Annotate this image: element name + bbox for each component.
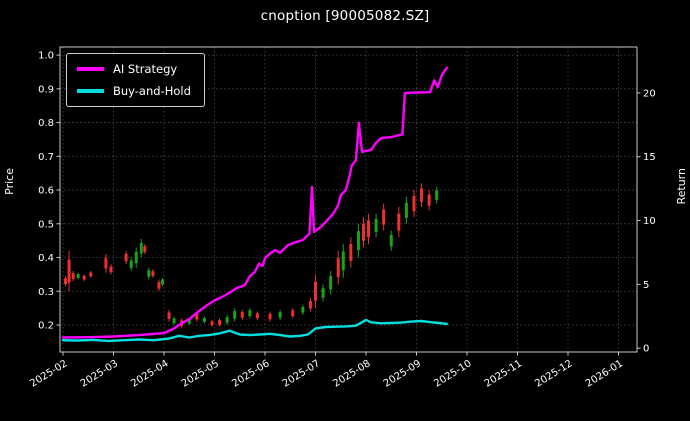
candle-body [167, 312, 171, 320]
candle-body [321, 288, 325, 298]
candle-body [160, 279, 164, 285]
x-tick-label: 2025-11 [483, 358, 524, 389]
x-tick-label: 2026-01 [584, 358, 625, 389]
candle-body [147, 270, 151, 277]
chart-title: cnoption [90005082.SZ] [260, 8, 430, 24]
y-tick-label-left: 0.8 [38, 118, 54, 129]
y-tick-label-right: 5 [643, 280, 649, 291]
candle-body [314, 281, 317, 301]
candle-body [374, 218, 378, 233]
legend-label-buy-and-hold: Buy-and-Hold [113, 84, 191, 98]
candle-body [225, 317, 229, 323]
candle-body [172, 318, 176, 324]
candle-body [76, 274, 80, 278]
plot-border [59, 46, 638, 353]
y-tick-label-right: 15 [643, 152, 656, 163]
series-line-buy-and-hold [61, 318, 448, 343]
candle-body [268, 313, 272, 320]
x-tick-label: 2025-07 [281, 358, 322, 389]
candle-body [129, 260, 133, 269]
legend-swatch-ai-strategy [77, 67, 104, 71]
candle-body [187, 319, 191, 324]
x-tick-label: 2025-08 [331, 358, 372, 389]
y-tick-label-left: 0.6 [38, 186, 54, 197]
candle-body [210, 321, 214, 326]
candle-body [367, 220, 371, 238]
x-tick-label: 2025-03 [79, 358, 120, 389]
candle-body [308, 300, 312, 309]
candle-body [356, 231, 360, 251]
candle-body [248, 310, 252, 317]
candle-body [389, 234, 393, 247]
candle-body [291, 310, 295, 317]
candle-body [382, 209, 386, 225]
candle-body [301, 306, 305, 313]
candle-body [278, 312, 282, 318]
candle-body [404, 202, 408, 218]
candle-body [420, 188, 424, 202]
y-tick-label-left: 0.7 [38, 152, 54, 163]
x-tick-label: 2025-04 [129, 358, 170, 389]
x-tick-label: 2025-12 [533, 358, 574, 389]
y-tick-label-left: 0.4 [38, 253, 54, 264]
candle-body [435, 190, 439, 200]
legend: AI Strategy Buy-and-Hold [66, 53, 205, 107]
x-tick-label: 2025-09 [382, 358, 423, 389]
candle-body [104, 258, 108, 269]
legend-label-ai-strategy: AI Strategy [113, 62, 178, 76]
candle-body [195, 313, 199, 320]
candle-body [139, 243, 143, 254]
x-tick-label: 2025-02 [28, 358, 69, 389]
candle-body [71, 273, 75, 279]
x-tick-label: 2025-06 [230, 358, 271, 389]
candle-body [412, 195, 416, 212]
y-tick-label-left: 0.5 [38, 219, 54, 230]
y-tick-label-left: 1.0 [38, 51, 54, 62]
legend-item-ai-strategy: AI Strategy [77, 62, 191, 76]
candle-body [427, 194, 431, 206]
candle-body [361, 223, 365, 241]
candle-body [255, 313, 259, 319]
candle-body [349, 243, 353, 261]
y-tick-label-right: 0 [643, 344, 649, 355]
y-tick-label-left: 0.3 [38, 287, 54, 298]
candle-body [341, 251, 345, 271]
y-tick-label-right: 20 [643, 88, 656, 99]
legend-swatch-buy-and-hold [77, 89, 104, 93]
candle-body [202, 318, 206, 322]
x-tick-label: 2025-10 [432, 358, 473, 389]
candle-body [143, 246, 147, 252]
candle-body [151, 271, 155, 276]
candle-body [109, 266, 113, 273]
candle-body [233, 311, 237, 319]
candle-body [64, 278, 68, 284]
y-tick-label-left: 0.9 [38, 84, 54, 95]
candle-body [82, 275, 86, 280]
candle-body [329, 276, 333, 290]
candle-body [218, 320, 222, 325]
x-tick-label: 2025-05 [180, 358, 221, 389]
candle-body [67, 259, 71, 283]
candle-body [336, 258, 340, 278]
candle-body [134, 251, 138, 264]
y-tick-label-right: 10 [643, 216, 656, 227]
candle-body [157, 282, 161, 289]
series-line-ai-strategy [61, 66, 448, 339]
candle-body [397, 213, 401, 231]
y-tick-label-left: 0.2 [38, 321, 54, 332]
candle-body [240, 312, 244, 318]
candle-body [124, 253, 128, 262]
candle-body [89, 272, 93, 277]
legend-item-buy-and-hold: Buy-and-Hold [77, 84, 191, 98]
